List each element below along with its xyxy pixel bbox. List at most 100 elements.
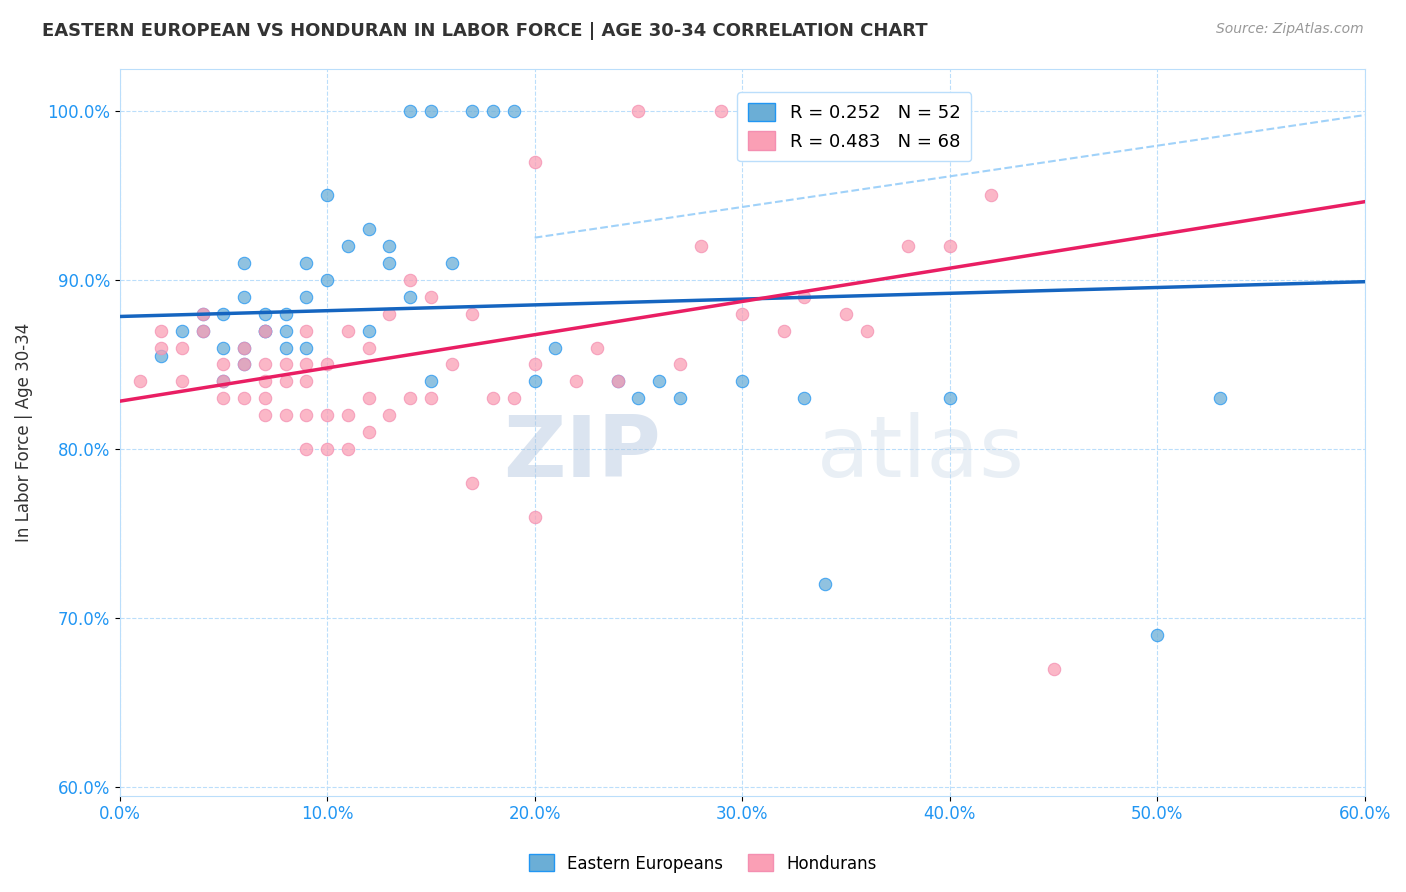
Point — [316, 188, 339, 202]
Text: EASTERN EUROPEAN VS HONDURAN IN LABOR FORCE | AGE 30-34 CORRELATION CHART: EASTERN EUROPEAN VS HONDURAN IN LABOR FO… — [42, 22, 928, 40]
Point — [461, 307, 484, 321]
Point — [295, 324, 318, 338]
Point — [295, 442, 318, 456]
Point — [855, 324, 877, 338]
Point — [419, 392, 441, 406]
Point — [793, 392, 815, 406]
Point — [129, 375, 152, 389]
Y-axis label: In Labor Force | Age 30-34: In Labor Force | Age 30-34 — [15, 323, 32, 541]
Point — [357, 425, 380, 439]
Point — [419, 375, 441, 389]
Point — [150, 349, 173, 363]
Point — [503, 103, 526, 118]
Point — [1042, 662, 1064, 676]
Point — [274, 324, 297, 338]
Legend: R = 0.252   N = 52, R = 0.483   N = 68: R = 0.252 N = 52, R = 0.483 N = 68 — [737, 92, 972, 161]
Point — [316, 273, 339, 287]
Point — [461, 103, 484, 118]
Point — [274, 341, 297, 355]
Point — [814, 577, 837, 591]
Point — [980, 188, 1002, 202]
Point — [253, 324, 276, 338]
Point — [357, 324, 380, 338]
Point — [233, 341, 256, 355]
Point — [336, 239, 359, 253]
Point — [772, 324, 794, 338]
Point — [233, 358, 256, 372]
Point — [731, 375, 754, 389]
Point — [212, 392, 235, 406]
Point — [253, 307, 276, 321]
Point — [191, 324, 214, 338]
Point — [897, 239, 920, 253]
Point — [336, 324, 359, 338]
Text: ZIP: ZIP — [503, 412, 661, 495]
Point — [191, 307, 214, 321]
Point — [357, 222, 380, 236]
Point — [212, 307, 235, 321]
Point — [627, 103, 650, 118]
Legend: Eastern Europeans, Hondurans: Eastern Europeans, Hondurans — [522, 847, 884, 880]
Point — [814, 103, 837, 118]
Point — [274, 375, 297, 389]
Point — [253, 358, 276, 372]
Point — [295, 409, 318, 423]
Point — [191, 324, 214, 338]
Point — [399, 290, 422, 304]
Point — [731, 307, 754, 321]
Point — [295, 290, 318, 304]
Point — [378, 239, 401, 253]
Point — [482, 103, 505, 118]
Point — [897, 103, 920, 118]
Point — [357, 341, 380, 355]
Point — [357, 392, 380, 406]
Point — [544, 341, 567, 355]
Point — [503, 392, 526, 406]
Point — [212, 341, 235, 355]
Point — [440, 256, 463, 270]
Point — [523, 375, 546, 389]
Point — [399, 392, 422, 406]
Point — [316, 442, 339, 456]
Point — [253, 409, 276, 423]
Point — [565, 375, 588, 389]
Point — [316, 358, 339, 372]
Point — [419, 290, 441, 304]
Point — [274, 358, 297, 372]
Point — [440, 358, 463, 372]
Point — [523, 509, 546, 524]
Point — [378, 256, 401, 270]
Point — [170, 324, 193, 338]
Point — [295, 341, 318, 355]
Point — [586, 341, 609, 355]
Point — [938, 392, 960, 406]
Point — [399, 273, 422, 287]
Point — [648, 375, 671, 389]
Point — [212, 358, 235, 372]
Point — [627, 392, 650, 406]
Point — [523, 358, 546, 372]
Point — [233, 256, 256, 270]
Point — [606, 375, 628, 389]
Point — [835, 307, 858, 321]
Point — [669, 358, 692, 372]
Point — [274, 409, 297, 423]
Point — [482, 392, 505, 406]
Point — [938, 239, 960, 253]
Point — [253, 392, 276, 406]
Point — [606, 375, 628, 389]
Point — [233, 290, 256, 304]
Text: atlas: atlas — [817, 412, 1025, 495]
Point — [419, 103, 441, 118]
Point — [253, 324, 276, 338]
Point — [378, 409, 401, 423]
Point — [336, 442, 359, 456]
Point — [399, 103, 422, 118]
Point — [150, 341, 173, 355]
Point — [233, 358, 256, 372]
Point — [793, 290, 815, 304]
Point — [669, 392, 692, 406]
Point — [150, 324, 173, 338]
Point — [233, 341, 256, 355]
Point — [170, 375, 193, 389]
